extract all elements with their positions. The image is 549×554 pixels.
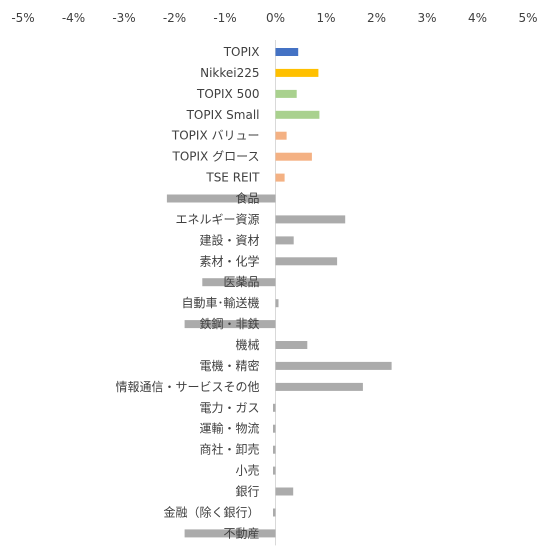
category-label: TOPIX (223, 45, 260, 59)
category-labels-group: TOPIX Nikkei225 TOPIX 500 TOPIX Small TOPIX … (115, 45, 260, 540)
category-label: 鉄鋼・非鉄 (199, 316, 259, 331)
category-label: TOPIX 500 (196, 87, 260, 101)
bar (273, 445, 276, 454)
bar (275, 299, 279, 308)
category-label: 機械 (235, 337, 259, 352)
bar (275, 361, 392, 370)
category-label: 運輸・物流 (199, 421, 259, 436)
bar (273, 508, 276, 517)
bar (275, 382, 363, 391)
bar (275, 257, 338, 266)
x-tick-label: 4% (468, 11, 487, 25)
bar (184, 320, 276, 329)
x-tick-label: -1% (213, 11, 236, 25)
bar (275, 341, 308, 349)
category-label: 不動産 (223, 525, 259, 540)
x-tick-label: -5% (11, 11, 34, 25)
category-label: 金融（除く銀行） (163, 504, 259, 519)
bar (275, 68, 319, 77)
bars-group (166, 48, 392, 538)
category-label: 商社・卸売 (199, 442, 259, 457)
bar (166, 194, 276, 203)
category-label: Nikkei225 (200, 66, 259, 80)
bar (275, 152, 312, 161)
x-tick-label: 2% (367, 11, 386, 25)
bar (275, 48, 299, 56)
bar (275, 131, 287, 140)
category-label: TOPIX Small (186, 108, 260, 122)
x-tick-label: 1% (316, 11, 335, 25)
category-label: 電機・精密 (199, 358, 259, 373)
x-axis-ticks: -5% -4% -3% -2% -1% 0% 1% 2% 3% 4% 5% (11, 11, 537, 25)
bar (273, 403, 276, 412)
bar (275, 487, 294, 496)
category-label: 自動車･輸送機 (181, 295, 259, 310)
bar (275, 110, 320, 119)
category-label: 銀行 (235, 485, 259, 499)
category-label: TSE REIT (205, 171, 260, 185)
category-label: 建設・資材 (199, 232, 259, 247)
category-label: 食品 (235, 191, 259, 206)
bar (275, 215, 346, 224)
x-tick-label: -2% (163, 11, 186, 25)
x-tick-label: 5% (518, 11, 537, 25)
bar (273, 466, 276, 475)
x-tick-label: 0% (266, 11, 285, 25)
category-label: TOPIX バリュー (171, 129, 260, 143)
x-tick-label: -4% (62, 11, 85, 25)
bar (184, 529, 276, 538)
category-label: エネルギー資源 (175, 212, 259, 226)
category-label: 小売 (235, 463, 259, 478)
category-label: 医薬品 (223, 275, 259, 289)
x-tick-label: 3% (417, 11, 436, 25)
bar (275, 173, 285, 182)
category-label: 電力・ガス (199, 401, 259, 415)
category-label: 情報通信・サービスその他 (115, 380, 259, 394)
bar (202, 278, 276, 287)
bar (275, 89, 297, 98)
category-label: TOPIX グロース (172, 150, 260, 164)
x-tick-label: -3% (112, 11, 135, 25)
category-label: 素材・化学 (199, 253, 259, 268)
bar (275, 236, 294, 245)
bar (273, 424, 276, 433)
